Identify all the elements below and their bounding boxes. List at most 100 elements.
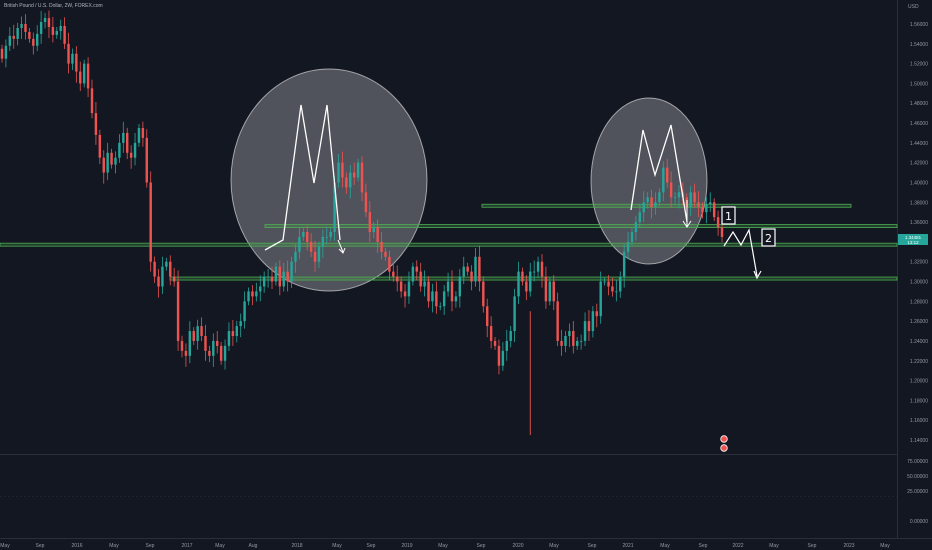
candle-body <box>396 276 399 282</box>
double-top-pattern-2018[interactable] <box>230 68 428 292</box>
candle-body <box>662 167 665 193</box>
candle-body <box>309 241 313 252</box>
candle-body <box>200 326 203 336</box>
current-price-value: 1.34481 <box>905 235 922 240</box>
time-tick-label: 2022 <box>732 543 743 549</box>
candle-body <box>172 276 176 282</box>
candle-body <box>689 192 692 208</box>
support-line[interactable] <box>264 224 898 228</box>
candle-body <box>137 128 141 143</box>
support-line[interactable] <box>481 203 852 208</box>
annotation-box-1[interactable]: 1 <box>721 206 736 225</box>
time-tick-label: Aug <box>249 543 258 549</box>
candle-body <box>20 24 23 28</box>
candle-body <box>388 256 391 272</box>
candle-body <box>110 152 113 165</box>
candle-body <box>615 291 618 293</box>
candle-body <box>677 192 681 198</box>
candle-body <box>133 142 137 158</box>
price-tick-label: 1.54000 <box>910 42 928 48</box>
time-tick-label: May <box>660 543 670 549</box>
candle-body <box>583 321 587 341</box>
projection-path <box>723 228 762 280</box>
candle-body <box>501 350 505 366</box>
candle-body <box>505 340 508 351</box>
candle-body <box>59 25 62 31</box>
candle-body <box>415 266 418 272</box>
candle-body <box>196 326 199 341</box>
candle-body <box>204 336 207 351</box>
candle-body <box>435 291 438 307</box>
indicator-tick-label: 75.00000 <box>907 459 928 465</box>
candle-body <box>611 286 614 292</box>
candle-body <box>122 132 125 143</box>
candle-body <box>75 53 78 72</box>
annotation-box-2[interactable]: 2 <box>761 228 776 247</box>
candle-body <box>529 271 532 292</box>
candle-body <box>403 291 407 297</box>
candle-body <box>419 271 422 287</box>
annotation-label-2: 2 <box>765 232 772 245</box>
candle-body <box>466 266 469 272</box>
candle-body <box>4 45 8 59</box>
candle-body <box>607 281 610 287</box>
candle-body <box>262 276 266 287</box>
price-tick-label: 1.26000 <box>910 319 928 325</box>
candle-body <box>536 261 540 272</box>
price-axis[interactable]: 1.56000 1.54000 1.52000 1.50000 1.48000 1.460… <box>910 22 928 444</box>
candle-body <box>450 281 454 302</box>
candle-body <box>32 38 35 46</box>
candle-body <box>290 261 293 282</box>
time-tick-label: 2018 <box>291 543 302 549</box>
candle-body <box>548 281 552 302</box>
candle-body <box>216 340 219 346</box>
price-tick-label: 1.48000 <box>910 101 928 107</box>
candle-body <box>251 291 254 297</box>
event-marker-icon[interactable] <box>720 435 728 443</box>
candle-body <box>118 142 121 158</box>
candle-body <box>489 326 493 341</box>
candle-body <box>102 157 105 173</box>
candle-body <box>658 192 661 203</box>
candle-body <box>626 241 630 252</box>
candle-body <box>697 202 700 208</box>
candle-body <box>169 261 172 277</box>
candle-body <box>176 281 180 341</box>
time-tick-label: Sep <box>699 543 708 549</box>
candle-body <box>192 331 195 341</box>
time-tick-label: Sep <box>367 543 376 549</box>
candle-body <box>716 217 720 228</box>
time-tick-label: Sep <box>808 543 817 549</box>
currency-label: USD <box>908 4 919 10</box>
time-tick-label: Sep <box>588 543 597 549</box>
time-tick-label: May <box>109 543 119 549</box>
double-top-pattern-2021[interactable] <box>590 97 708 265</box>
candle-body <box>486 306 489 327</box>
candle-body <box>82 63 86 84</box>
time-axis[interactable]: May Sep 2016 May Sep 2017 May Aug 2018 May Sep 2019… <box>0 543 890 549</box>
candle-body <box>364 192 368 213</box>
candle-body <box>180 340 184 351</box>
candle-body <box>341 162 344 178</box>
candle-body <box>298 236 301 252</box>
support-line[interactable] <box>0 242 898 247</box>
time-tick-label: Sep <box>477 543 486 549</box>
candle-body <box>544 276 548 302</box>
event-marker-icon[interactable] <box>720 444 728 452</box>
candle-body <box>427 281 430 302</box>
candle-body <box>0 48 4 59</box>
m-pattern-drawing-2[interactable] <box>630 124 688 223</box>
candle-body <box>360 162 364 193</box>
annotation-label-1: 1 <box>725 210 732 223</box>
candle-body <box>94 113 98 135</box>
time-tick-label: 2017 <box>181 543 192 549</box>
candle-body <box>145 137 148 183</box>
candle-body <box>576 340 579 346</box>
candle-body <box>439 306 442 308</box>
support-lines[interactable] <box>0 203 898 281</box>
m-pattern-drawing-1[interactable] <box>264 104 341 251</box>
price-tick-label: 1.22000 <box>910 359 928 365</box>
candle-body <box>129 152 133 158</box>
price-tick-label: 1.18000 <box>910 398 928 404</box>
